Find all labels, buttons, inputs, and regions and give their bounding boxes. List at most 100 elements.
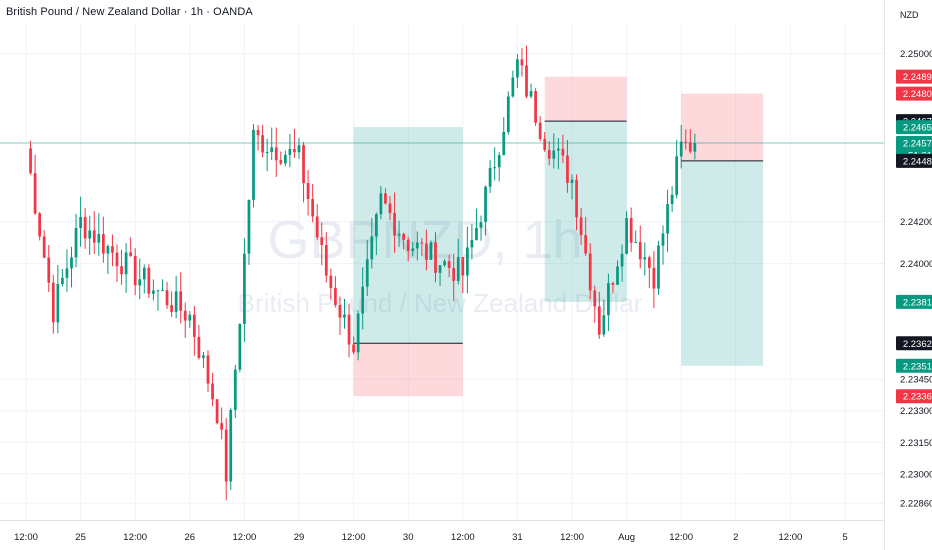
price-label-tag — [896, 294, 932, 309]
candle-body — [429, 242, 433, 261]
candle-body — [384, 193, 387, 204]
price-label-text: 2.23818 — [903, 297, 932, 308]
candle-body — [65, 268, 69, 278]
candle-body — [552, 150, 556, 159]
axis-divider — [884, 0, 885, 550]
candle-body — [415, 242, 419, 249]
x-tick-label: 12:00 — [451, 532, 475, 543]
candle-body — [120, 266, 123, 275]
candle-body — [570, 179, 574, 184]
candle-body — [297, 145, 301, 153]
candle-body — [452, 268, 456, 281]
candle-body — [679, 141, 683, 157]
candle-body — [647, 257, 651, 268]
candle-body — [293, 149, 296, 153]
x-tick-label: 29 — [294, 532, 305, 543]
candle-body — [584, 235, 588, 254]
candle-body — [238, 323, 242, 370]
candle-body — [261, 135, 264, 153]
candle-body — [543, 138, 547, 150]
candle-body — [165, 290, 169, 306]
candle-body — [51, 282, 55, 323]
candle-body — [311, 198, 315, 217]
candle-body — [129, 252, 133, 256]
candle-body — [352, 344, 355, 353]
candle-body — [607, 283, 610, 316]
candle-body — [479, 222, 483, 228]
x-tick-label: 30 — [403, 532, 414, 543]
price-label-tag — [896, 389, 932, 404]
candle-body — [124, 252, 128, 275]
candle-body — [525, 65, 528, 97]
x-tick-label: 12:00 — [342, 532, 366, 543]
candle-body — [684, 141, 688, 143]
candle-body — [634, 241, 638, 243]
candle-body — [161, 290, 164, 292]
candle-body — [475, 227, 478, 241]
candle-body — [388, 203, 392, 214]
candle-body — [302, 145, 305, 183]
candle-body — [670, 194, 674, 205]
candles — [29, 45, 697, 501]
candle-body — [506, 96, 510, 132]
candle-body — [142, 267, 146, 280]
candle-body — [97, 234, 101, 243]
candle-body — [561, 148, 565, 156]
candle-body — [183, 310, 187, 321]
candle-body — [252, 129, 255, 200]
chart-title: British Pound / New Zealand Dollar · 1h … — [6, 6, 253, 18]
candle-body — [693, 143, 697, 152]
candle-body — [338, 304, 342, 318]
x-tick-label: 12:00 — [669, 532, 693, 543]
candle-body — [529, 91, 533, 97]
price-label-tag — [896, 86, 932, 101]
position-profit-zone-2 — [544, 121, 627, 302]
candle-body — [265, 151, 269, 153]
x-tick-label: 25 — [75, 532, 86, 543]
candle-body — [247, 199, 251, 254]
price-label-tag — [896, 69, 932, 84]
candle-body — [315, 216, 319, 238]
axis-divider-horizontal — [0, 520, 884, 521]
candle-body — [283, 154, 287, 164]
candle-body — [461, 257, 465, 276]
candle-body — [320, 237, 324, 245]
price-label-text: 2.24650 — [903, 123, 932, 134]
candle-body — [520, 59, 524, 66]
x-tick-label: 26 — [185, 532, 196, 543]
candle-body — [675, 156, 679, 195]
candle-body — [638, 241, 642, 260]
x-tick-label: 5 — [842, 532, 847, 543]
candle-body — [361, 286, 365, 314]
candle-body — [47, 257, 51, 283]
price-label-tag — [896, 120, 932, 135]
candle-body — [170, 305, 173, 312]
candle-body — [347, 314, 351, 345]
candle-body — [456, 257, 460, 281]
currency-label[interactable]: NZD — [900, 10, 919, 20]
x-tick-label: 12:00 — [14, 532, 38, 543]
candle-body — [434, 242, 437, 273]
candle-body — [465, 247, 469, 276]
candle-body — [79, 216, 82, 229]
candle-body — [661, 233, 665, 246]
candle-body — [111, 246, 114, 253]
y-tick-label: 2.23300 — [900, 406, 932, 417]
x-tick-label: 12:00 — [779, 532, 803, 543]
candle-body — [133, 255, 137, 286]
candle-body — [566, 155, 569, 184]
candle-body — [42, 236, 46, 258]
candle-body — [61, 277, 64, 285]
y-tick-label: 2.23450 — [900, 375, 932, 386]
candle-body — [288, 149, 292, 155]
price-label-tag — [896, 153, 932, 168]
candle-body — [397, 233, 401, 236]
candle-body — [370, 236, 374, 260]
watermark: GBPNZD, 1h British Pound / New Zealand Do… — [238, 210, 643, 318]
candle-body — [379, 193, 383, 215]
candle-body — [538, 122, 542, 139]
candle-body — [306, 182, 310, 199]
candle-body — [602, 315, 606, 335]
x-tick-label: 31 — [512, 532, 523, 543]
